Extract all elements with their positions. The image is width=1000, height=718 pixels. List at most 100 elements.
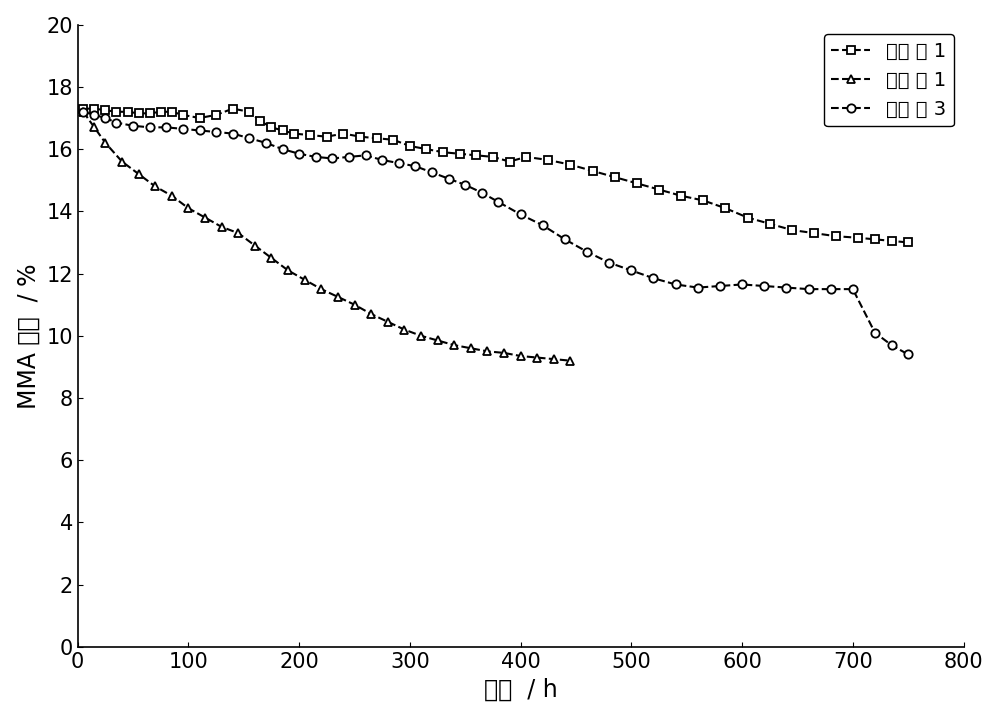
对比 例 3 bbox=[310, 153, 322, 162]
对比 例 3 bbox=[559, 235, 571, 243]
对比 例 1 bbox=[415, 332, 427, 340]
实施 例 1 bbox=[387, 136, 399, 144]
X-axis label: 时间  / h: 时间 / h bbox=[484, 677, 557, 701]
实施 例 1 bbox=[99, 106, 111, 115]
对比 例 1 bbox=[365, 309, 377, 318]
对比 例 3 bbox=[127, 121, 139, 130]
对比 例 3 bbox=[326, 154, 338, 163]
实施 例 1 bbox=[631, 179, 643, 187]
对比 例 3 bbox=[409, 162, 421, 171]
对比 例 3 bbox=[758, 281, 770, 290]
实施 例 1 bbox=[830, 232, 842, 241]
对比 例 1 bbox=[133, 169, 145, 178]
对比 例 3 bbox=[243, 134, 255, 143]
对比 例 1 bbox=[564, 356, 576, 365]
实施 例 1 bbox=[144, 109, 156, 118]
实施 例 1 bbox=[337, 129, 349, 138]
对比 例 3 bbox=[714, 281, 726, 290]
实施 例 1 bbox=[133, 109, 145, 118]
实施 例 1 bbox=[564, 160, 576, 169]
对比 例 3 bbox=[803, 285, 815, 294]
对比 例 1 bbox=[232, 229, 244, 238]
实施 例 1 bbox=[110, 108, 122, 116]
对比 例 1 bbox=[481, 347, 493, 355]
Legend: 实施 例 1, 对比 例 1, 对比 例 3: 实施 例 1, 对比 例 1, 对比 例 3 bbox=[824, 34, 954, 126]
对比 例 3 bbox=[886, 341, 898, 350]
实施 例 1 bbox=[886, 237, 898, 246]
对比 例 3 bbox=[77, 108, 89, 116]
实施 例 1 bbox=[786, 225, 798, 234]
对比 例 3 bbox=[780, 284, 792, 292]
对比 例 1 bbox=[166, 192, 178, 200]
实施 例 1 bbox=[420, 145, 432, 154]
对比 例 3 bbox=[825, 285, 837, 294]
实施 例 1 bbox=[852, 233, 864, 242]
对比 例 3 bbox=[670, 280, 682, 289]
对比 例 1 bbox=[99, 139, 111, 147]
对比 例 3 bbox=[144, 123, 156, 131]
对比 例 3 bbox=[227, 129, 239, 138]
实施 例 1 bbox=[487, 153, 499, 162]
对比 例 3 bbox=[443, 174, 455, 183]
对比 例 3 bbox=[376, 156, 388, 164]
实施 例 1 bbox=[719, 204, 731, 213]
实施 例 1 bbox=[404, 141, 416, 150]
对比 例 1 bbox=[88, 123, 100, 131]
对比 例 1 bbox=[249, 241, 261, 250]
对比 例 3 bbox=[277, 145, 289, 154]
对比 例 3 bbox=[869, 328, 881, 337]
实施 例 1 bbox=[520, 153, 532, 162]
实施 例 1 bbox=[354, 132, 366, 141]
实施 例 1 bbox=[697, 196, 709, 205]
对比 例 1 bbox=[149, 182, 161, 191]
对比 例 3 bbox=[603, 258, 615, 267]
实施 例 1 bbox=[470, 151, 482, 159]
实施 例 1 bbox=[653, 185, 665, 194]
实施 例 1 bbox=[742, 213, 754, 222]
对比 例 1 bbox=[548, 355, 560, 363]
对比 例 1 bbox=[116, 157, 128, 166]
对比 例 1 bbox=[382, 317, 394, 326]
对比 例 1 bbox=[465, 344, 477, 353]
对比 例 1 bbox=[199, 213, 211, 222]
实施 例 1 bbox=[166, 108, 178, 116]
对比 例 1 bbox=[332, 293, 344, 302]
对比 例 3 bbox=[393, 159, 405, 167]
实施 例 1 bbox=[304, 131, 316, 139]
实施 例 1 bbox=[504, 157, 516, 166]
实施 例 1 bbox=[227, 104, 239, 113]
对比 例 3 bbox=[293, 149, 305, 158]
对比 例 3 bbox=[260, 139, 272, 147]
对比 例 3 bbox=[537, 221, 549, 230]
对比 例 1 bbox=[282, 266, 294, 275]
对比 例 3 bbox=[160, 123, 172, 131]
对比 例 3 bbox=[177, 125, 189, 134]
实施 例 1 bbox=[88, 104, 100, 113]
对比 例 1 bbox=[398, 325, 410, 334]
实施 例 1 bbox=[902, 238, 914, 247]
对比 例 3 bbox=[515, 210, 527, 219]
实施 例 1 bbox=[869, 235, 881, 243]
Y-axis label: MMA 收率  / %: MMA 收率 / % bbox=[17, 263, 41, 409]
实施 例 1 bbox=[454, 149, 466, 158]
Line: 对比 例 3: 对比 例 3 bbox=[79, 108, 912, 358]
实施 例 1 bbox=[371, 134, 383, 143]
对比 例 3 bbox=[581, 248, 593, 256]
对比 例 3 bbox=[459, 181, 471, 190]
实施 例 1 bbox=[122, 108, 134, 116]
对比 例 1 bbox=[77, 108, 89, 116]
实施 例 1 bbox=[243, 108, 255, 116]
对比 例 3 bbox=[110, 118, 122, 127]
实施 例 1 bbox=[609, 173, 621, 182]
实施 例 1 bbox=[288, 129, 300, 138]
对比 例 3 bbox=[736, 280, 748, 289]
实施 例 1 bbox=[155, 108, 167, 116]
对比 例 3 bbox=[902, 350, 914, 359]
对比 例 1 bbox=[216, 223, 228, 231]
实施 例 1 bbox=[437, 148, 449, 157]
对比 例 3 bbox=[99, 113, 111, 122]
实施 例 1 bbox=[77, 104, 89, 113]
实施 例 1 bbox=[764, 220, 776, 228]
实施 例 1 bbox=[808, 229, 820, 238]
Line: 实施 例 1: 实施 例 1 bbox=[79, 105, 912, 246]
